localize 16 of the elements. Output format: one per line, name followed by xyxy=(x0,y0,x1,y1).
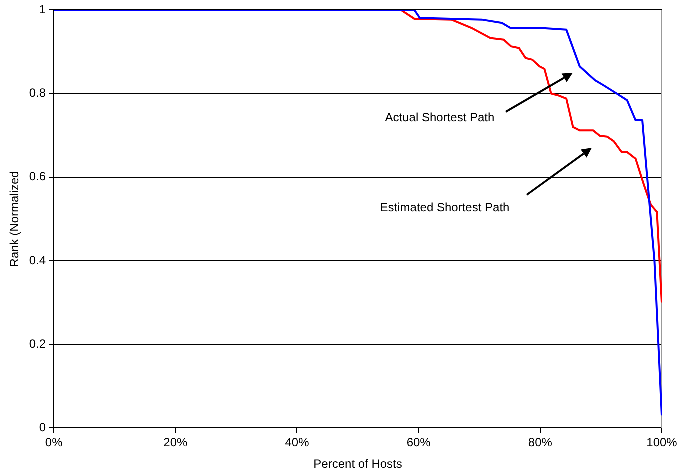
annotation: Actual Shortest Path xyxy=(385,110,495,124)
y-tick-label: 1 xyxy=(39,2,46,17)
x-tick-label: 80% xyxy=(528,436,553,450)
y-tick-label: 0.2 xyxy=(29,336,46,351)
x-axis-title: Percent of Hosts xyxy=(314,457,402,472)
x-tick-label: 20% xyxy=(164,436,188,450)
y-tick-label: 0.6 xyxy=(29,170,46,184)
x-tick-label: 60% xyxy=(406,436,432,450)
y-tick-label: 0 xyxy=(39,420,46,435)
x-tick-label: 0% xyxy=(45,436,64,450)
y-tick-label: 0.4 xyxy=(29,253,46,268)
x-tick-label: 40% xyxy=(285,436,310,450)
x-tick-label: 100% xyxy=(646,436,678,450)
y-axis-title: Rank (Normalized xyxy=(8,171,22,268)
annotation: Estimated Shortest Path xyxy=(380,200,510,214)
y-tick-label: 0.8 xyxy=(29,86,46,100)
